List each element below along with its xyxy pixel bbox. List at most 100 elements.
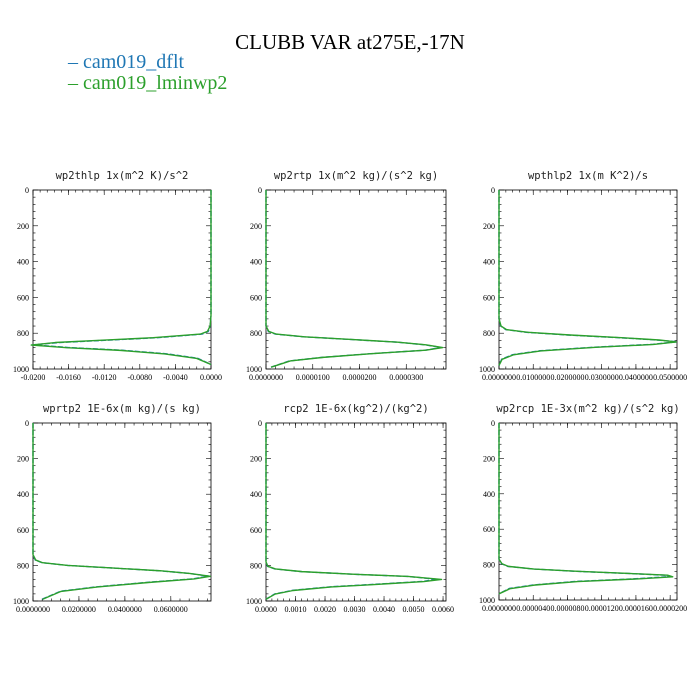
y-tick-label: 200 [250, 455, 262, 464]
chart-panel-4: wprtp2 1E-6x(m kg)/(s kg) 0 200 400 600 800 10… [13, 403, 212, 614]
x-tick-label: 0.0060 [432, 605, 454, 614]
x-tick-label: 0.0200000 [62, 605, 96, 614]
x-tick-label: 0.0010 [285, 605, 307, 614]
legend-label: cam019_dflt [83, 51, 185, 73]
chart-panel-1: wp2thlp 1x(m^2 K)/s^202004006008001000-0… [13, 170, 222, 382]
y-tick-label: 0 [491, 419, 495, 428]
y-tick-label: 400 [250, 490, 262, 499]
panel-title: wp2rtp 1x(m^2 kg)/(s^2 kg) [274, 170, 438, 182]
y-tick-label: 800 [17, 561, 29, 570]
legend: – cam019_dflt – cam019_lminwp2 [68, 52, 227, 94]
y-tick-label: 1000 [246, 597, 262, 606]
y-tick-label: 600 [17, 526, 29, 535]
y-tick-label: 0 [258, 419, 262, 428]
y-tick-label: 400 [17, 490, 29, 499]
series-line-2 [265, 423, 443, 600]
x-tick-label: 0.0500000 [653, 373, 687, 382]
x-tick-label: 0.0000080 [550, 604, 584, 613]
x-tick-label: 0.0000000 [16, 605, 50, 614]
y-tick-label: 1000 [246, 365, 262, 374]
y-tick-label: 800 [250, 329, 262, 338]
y-tick-label: 200 [17, 222, 29, 231]
chart-panel-5: rcp2 1E-6x(kg^2)/(kg^2) 0 200 400 600 800 1000… [246, 403, 454, 614]
series-line-2 [30, 190, 212, 366]
x-tick-label: -0.0200 [21, 373, 46, 382]
x-tick-label: 0.0030 [344, 605, 366, 614]
x-tick-label: 0.0300000 [585, 373, 619, 382]
y-tick-label: 1000 [479, 365, 495, 374]
y-tick-label: 200 [17, 455, 29, 464]
y-tick-label: 0 [25, 186, 29, 195]
y-tick-label: 600 [483, 293, 495, 302]
y-tick-label: 200 [483, 222, 495, 231]
x-tick-label: 0.0000300 [389, 373, 423, 382]
y-tick-label: 1000 [13, 597, 29, 606]
y-tick-label: 600 [250, 293, 262, 302]
x-tick-label: -0.0120 [92, 373, 117, 382]
figure-title: CLUBB VAR at275E,-17N [235, 30, 465, 54]
y-tick-label: 400 [250, 258, 262, 267]
x-tick-label: 0.0400000 [108, 605, 142, 614]
y-tick-label: 800 [483, 561, 495, 570]
chart-panel-6: wp2rcp 1E-3x(m^2 kg)/(s^2 kg)0 200 400 600 8… [479, 403, 687, 613]
x-tick-label: 0.0400000 [619, 373, 653, 382]
y-tick-label: 0 [258, 186, 262, 195]
x-tick-label: 0.0200000 [550, 373, 584, 382]
legend-label: cam019_lminwp2 [83, 72, 228, 94]
plot-frame [498, 422, 678, 601]
y-tick-label: 800 [483, 329, 495, 338]
y-tick-label: 1000 [479, 596, 495, 605]
legend-item-dflt: – cam019_dflt [68, 52, 227, 73]
plot-frame [32, 422, 212, 602]
panel-title: wp2thlp 1x(m^2 K)/s^2 [56, 170, 189, 182]
legend-item-lminwp2: – cam019_lminwp2 [68, 73, 227, 94]
x-tick-label: 0.0000040 [516, 604, 550, 613]
y-tick-label: 0 [25, 419, 29, 428]
x-tick-label: 0.0000000 [482, 604, 516, 613]
series-line-1 [32, 190, 212, 366]
series-line-2 [498, 423, 674, 595]
x-tick-label: 0.0000200 [343, 373, 377, 382]
y-tick-label: 200 [483, 454, 495, 463]
y-tick-label: 400 [17, 258, 29, 267]
y-tick-label: 200 [250, 222, 262, 231]
panel-title: rcp2 1E-6x(kg^2)/(kg^2) [283, 403, 428, 415]
y-tick-label: 1000 [13, 365, 29, 374]
series-line-1 [265, 190, 443, 368]
x-tick-label: -0.0160 [56, 373, 81, 382]
plot-frame [498, 189, 678, 370]
series-line-2 [32, 423, 212, 600]
y-tick-label: 600 [483, 525, 495, 534]
x-tick-label: 0.0000000 [482, 373, 516, 382]
x-tick-label: -0.0080 [127, 373, 152, 382]
x-tick-label: 0.0000 [200, 373, 222, 382]
x-tick-label: 0.0020 [314, 605, 336, 614]
x-tick-label: 0.0040 [373, 605, 395, 614]
x-tick-label: 0.0000100 [296, 373, 330, 382]
legend-dash: – [68, 72, 78, 94]
panel-title: wpthlp2 1x(m K^2)/s [528, 170, 648, 182]
chart-panel-3: wpthlp2 1x(m K^2)/s 0 200 400 600 800 10000.00… [479, 170, 687, 382]
x-tick-label: -0.0040 [163, 373, 188, 382]
y-tick-label: 600 [250, 526, 262, 535]
x-tick-label: 0.0000 [255, 605, 277, 614]
panel-title: wprtp2 1E-6x(m kg)/(s kg) [43, 403, 201, 415]
x-tick-label: 0.0600000 [154, 605, 188, 614]
series-line-2 [498, 190, 678, 366]
y-tick-label: 800 [17, 329, 29, 338]
chart-panel-2: wp2rtp 1x(m^2 kg)/(s^2 kg) 0 200 400 600 800 1… [246, 170, 447, 382]
y-tick-label: 800 [250, 561, 262, 570]
panel-title: wp2rcp 1E-3x(m^2 kg)/(s^2 kg) [496, 403, 679, 415]
x-tick-label: 0.0000160 [619, 604, 653, 613]
series-line-1 [265, 423, 438, 600]
plot-frame [265, 189, 447, 370]
x-tick-label: 0.0000120 [585, 604, 619, 613]
y-tick-label: 400 [483, 258, 495, 267]
series-line-2 [265, 190, 444, 368]
x-tick-label: 0.0100000 [516, 373, 550, 382]
legend-dash: – [68, 51, 78, 73]
x-tick-label: 0.0050 [403, 605, 425, 614]
y-tick-label: 0 [491, 186, 495, 195]
x-tick-label: 0.0000200 [653, 604, 687, 613]
